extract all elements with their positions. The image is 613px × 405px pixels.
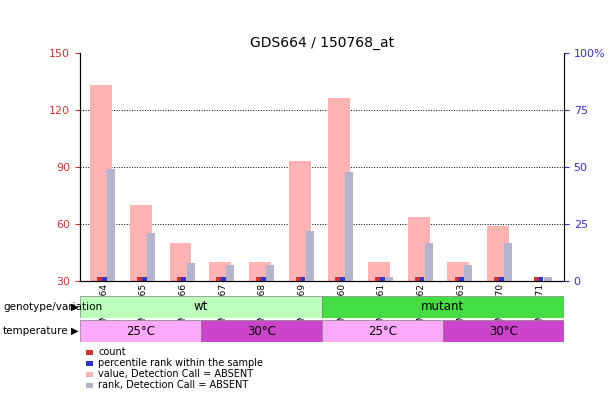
Bar: [296, 277, 300, 281]
Bar: [90, 85, 112, 281]
Bar: [137, 277, 142, 281]
Bar: [385, 277, 393, 281]
Bar: [544, 277, 552, 281]
Bar: [256, 277, 261, 281]
Text: 30°C: 30°C: [489, 324, 518, 338]
Bar: [459, 277, 464, 281]
Bar: [455, 277, 459, 281]
Text: genotype/variation: genotype/variation: [3, 302, 102, 312]
Bar: [216, 277, 221, 281]
Bar: [261, 277, 265, 281]
Bar: [289, 161, 311, 281]
Bar: [107, 169, 115, 281]
Bar: [447, 262, 470, 281]
Bar: [177, 277, 181, 281]
Bar: [465, 265, 473, 281]
Bar: [181, 277, 186, 281]
Title: GDS664 / 150768_at: GDS664 / 150768_at: [249, 36, 394, 50]
Bar: [539, 277, 544, 281]
Bar: [102, 277, 107, 281]
Bar: [380, 277, 385, 281]
Bar: [504, 243, 512, 281]
Text: ▶: ▶: [71, 302, 78, 312]
Bar: [201, 320, 322, 342]
Bar: [499, 277, 504, 281]
Text: temperature: temperature: [3, 326, 69, 336]
Bar: [425, 243, 433, 281]
Bar: [226, 265, 234, 281]
Bar: [80, 296, 322, 318]
Text: 30°C: 30°C: [247, 324, 276, 338]
Bar: [494, 277, 499, 281]
Bar: [97, 277, 102, 281]
Text: count: count: [98, 347, 126, 357]
Bar: [340, 277, 345, 281]
Bar: [534, 277, 539, 281]
Text: mutant: mutant: [421, 300, 465, 313]
Bar: [487, 226, 509, 281]
Bar: [142, 277, 147, 281]
Bar: [415, 277, 420, 281]
Bar: [170, 243, 191, 281]
Bar: [335, 277, 340, 281]
Text: 25°C: 25°C: [368, 324, 397, 338]
Bar: [300, 277, 305, 281]
Bar: [209, 262, 231, 281]
Text: value, Detection Call = ABSENT: value, Detection Call = ABSENT: [98, 369, 253, 379]
Bar: [368, 262, 390, 281]
Text: percentile rank within the sample: percentile rank within the sample: [98, 358, 263, 368]
Bar: [80, 320, 201, 342]
Bar: [408, 217, 430, 281]
Bar: [322, 296, 564, 318]
Bar: [249, 262, 271, 281]
Bar: [345, 172, 353, 281]
Bar: [221, 277, 226, 281]
Bar: [266, 265, 274, 281]
Text: wt: wt: [194, 300, 208, 313]
Text: ▶: ▶: [71, 326, 78, 336]
Bar: [443, 320, 564, 342]
Bar: [375, 277, 380, 281]
Bar: [420, 277, 424, 281]
Bar: [322, 320, 443, 342]
Bar: [147, 233, 155, 281]
Bar: [186, 263, 194, 281]
Bar: [306, 231, 314, 281]
Text: 25°C: 25°C: [126, 324, 154, 338]
Bar: [130, 205, 152, 281]
Text: rank, Detection Call = ABSENT: rank, Detection Call = ABSENT: [98, 380, 248, 390]
Bar: [329, 98, 350, 281]
